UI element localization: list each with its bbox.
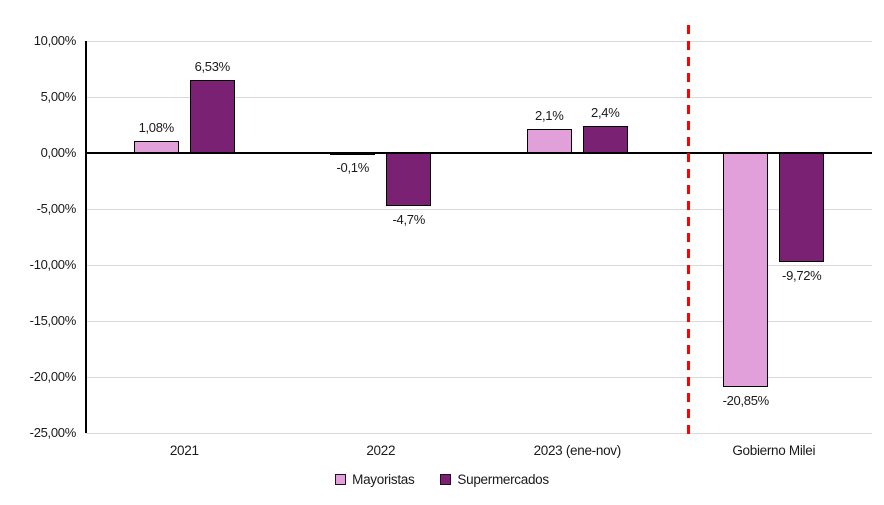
gridline [86,376,872,378]
bar-mayoristas-gobierno-milei [723,153,769,387]
gridline [86,264,872,266]
x-axis-category-label: 2022 [366,443,396,458]
gridline [86,432,872,434]
y-axis-tick-label: -20,00% [29,369,77,384]
legend-item-supermercados: Supermercados [440,472,549,487]
gridline [86,208,872,210]
y-axis-tick-label: -10,00% [29,257,77,272]
y-axis-tick-label: 10,00% [33,33,77,48]
y-axis-tick-label: -15,00% [29,313,77,328]
gridline [86,320,872,322]
y-axis-tick-label: 5,00% [40,89,77,104]
bar-value-label-supermercados-2022: -4,7% [392,211,426,227]
bar-supermercados-2023-ene-nov- [582,126,628,153]
bar-value-label-supermercados-2023-ene-nov-: 2,4% [591,105,620,121]
x-axis-category-label: 2023 (ene-nov) [533,443,622,458]
bar-supermercados-2022 [386,153,432,206]
legend-swatch-mayoristas-icon [335,474,347,485]
y-axis-tick-label: -25,00% [29,425,77,440]
x-axis-zero-line [86,152,872,154]
legend-label-mayoristas: Mayoristas [352,472,415,487]
x-axis-category-label: 2021 [169,443,199,458]
chart-legend: Mayoristas Supermercados [0,472,884,487]
bar-value-label-mayoristas-2023-ene-nov-: 2,1% [535,108,564,124]
y-axis-tick-label: 0,00% [40,145,77,160]
bar-value-label-mayoristas-gobierno-milei: -20,85% [722,392,770,408]
bar-value-label-supermercados-2021: 6,53% [194,58,231,74]
government-change-separator-line [686,25,690,440]
bar-value-label-mayoristas-2021: 1,08% [138,119,175,135]
legend-swatch-supermercados-icon [440,474,452,485]
bar-value-label-mayoristas-2022: -0,1% [336,160,370,176]
legend-label-supermercados: Supermercados [457,472,549,487]
legend-item-mayoristas: Mayoristas [335,472,415,487]
x-axis-category-label: Gobierno Milei [732,443,816,458]
bar-supermercados-2021 [189,79,235,153]
gridline [86,96,872,98]
gridline [86,40,872,42]
bar-value-label-supermercados-gobierno-milei: -9,72% [782,267,822,283]
y-axis-tick-label: -5,00% [36,201,77,216]
y-axis-line [85,41,87,433]
bar-supermercados-gobierno-milei [779,153,825,262]
bar-mayoristas-2023-ene-nov- [526,129,572,153]
